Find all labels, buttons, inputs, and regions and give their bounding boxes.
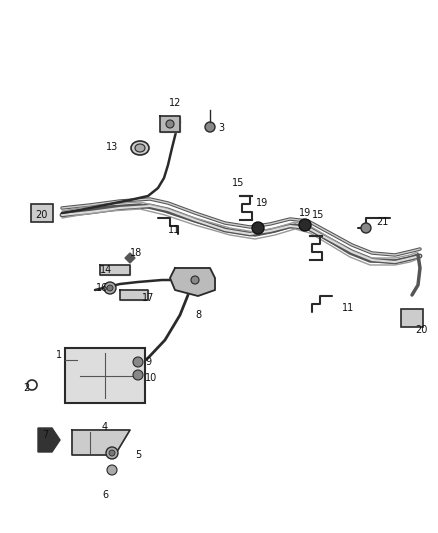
Text: 12: 12 — [169, 98, 181, 108]
Text: 11: 11 — [168, 225, 180, 235]
Text: 4: 4 — [102, 422, 108, 432]
Circle shape — [104, 282, 116, 294]
Text: 19: 19 — [256, 198, 268, 208]
Text: 3: 3 — [218, 123, 224, 133]
Text: 9: 9 — [145, 357, 151, 367]
Polygon shape — [160, 116, 180, 132]
Text: 14: 14 — [100, 265, 112, 275]
Circle shape — [205, 122, 215, 132]
Text: 1: 1 — [56, 350, 62, 360]
Circle shape — [109, 450, 115, 456]
Circle shape — [133, 370, 143, 380]
Text: 8: 8 — [195, 310, 201, 320]
Circle shape — [361, 223, 371, 233]
Ellipse shape — [135, 144, 145, 152]
Circle shape — [252, 222, 264, 234]
Text: 15: 15 — [312, 210, 324, 220]
Polygon shape — [125, 253, 135, 263]
Text: 20: 20 — [415, 325, 427, 335]
Polygon shape — [72, 430, 130, 455]
Polygon shape — [170, 268, 215, 296]
Polygon shape — [100, 265, 130, 275]
Circle shape — [107, 285, 113, 291]
Text: 15: 15 — [232, 178, 244, 188]
Text: 11: 11 — [342, 303, 354, 313]
Text: 17: 17 — [142, 293, 154, 303]
Text: 7: 7 — [42, 430, 48, 440]
Circle shape — [191, 276, 199, 284]
Bar — [65, 348, 145, 403]
Polygon shape — [120, 290, 148, 300]
Text: 18: 18 — [130, 248, 142, 258]
Circle shape — [106, 447, 118, 459]
Text: 6: 6 — [102, 490, 108, 500]
Bar — [31, 204, 53, 222]
Text: 21: 21 — [376, 217, 389, 227]
Circle shape — [133, 357, 143, 367]
Text: 19: 19 — [299, 208, 311, 218]
Text: 13: 13 — [106, 142, 118, 152]
Text: 20: 20 — [35, 210, 48, 220]
Bar — [401, 309, 423, 327]
Circle shape — [107, 465, 117, 475]
Text: 16: 16 — [96, 283, 108, 293]
Circle shape — [166, 120, 174, 128]
Polygon shape — [38, 428, 60, 452]
Text: 2: 2 — [24, 383, 30, 393]
Text: 5: 5 — [135, 450, 141, 460]
Circle shape — [299, 219, 311, 231]
Ellipse shape — [131, 141, 149, 155]
Text: 10: 10 — [145, 373, 157, 383]
